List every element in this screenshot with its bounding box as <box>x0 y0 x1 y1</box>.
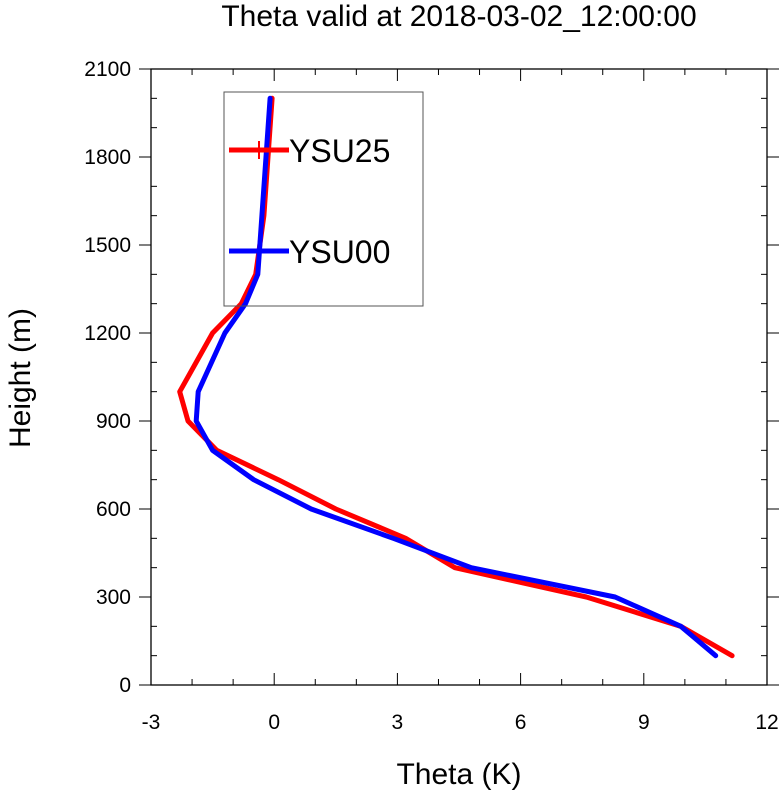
y-tick-label: 300 <box>96 586 131 609</box>
chart-title: Theta valid at 2018-03-02_12:00:00 <box>221 0 696 33</box>
x-tick-label: 6 <box>515 711 527 734</box>
y-axis: 0 300 600 900 1200 1500 1800 2100 <box>84 58 779 697</box>
y-tick-label: 1800 <box>84 146 131 169</box>
x-tick-label: -3 <box>142 711 161 734</box>
legend-label-ysu00: YSU00 <box>289 234 390 270</box>
x-tick-label: 12 <box>755 711 778 734</box>
y-tick-label: 600 <box>96 498 131 521</box>
y-tick-label: 1200 <box>84 322 131 345</box>
legend-box <box>223 91 424 307</box>
y-tick-label: 2100 <box>84 58 131 81</box>
series-layer <box>177 95 735 659</box>
plot-frame <box>150 68 768 686</box>
y-tick-label: 0 <box>119 674 131 697</box>
x-axis: -3 0 3 6 9 12 <box>142 69 779 734</box>
x-tick-label: 3 <box>392 711 404 734</box>
x-tick-label: 9 <box>638 711 650 734</box>
y-axis-title: Height (m) <box>4 308 37 448</box>
legend-label-ysu25: YSU25 <box>289 133 390 169</box>
x-tick-label: 0 <box>268 711 280 734</box>
x-axis-title: Theta (K) <box>396 758 521 791</box>
y-tick-label: 900 <box>96 410 131 433</box>
legend: YSU25 YSU00 <box>223 91 424 307</box>
series-line-ysu00 <box>193 95 719 659</box>
y-tick-label: 1500 <box>84 234 131 257</box>
plot-border <box>150 68 768 686</box>
